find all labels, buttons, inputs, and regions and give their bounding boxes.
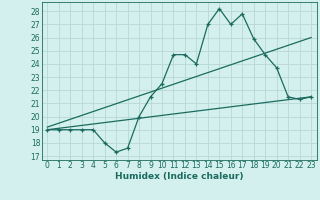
X-axis label: Humidex (Indice chaleur): Humidex (Indice chaleur)	[115, 172, 244, 181]
